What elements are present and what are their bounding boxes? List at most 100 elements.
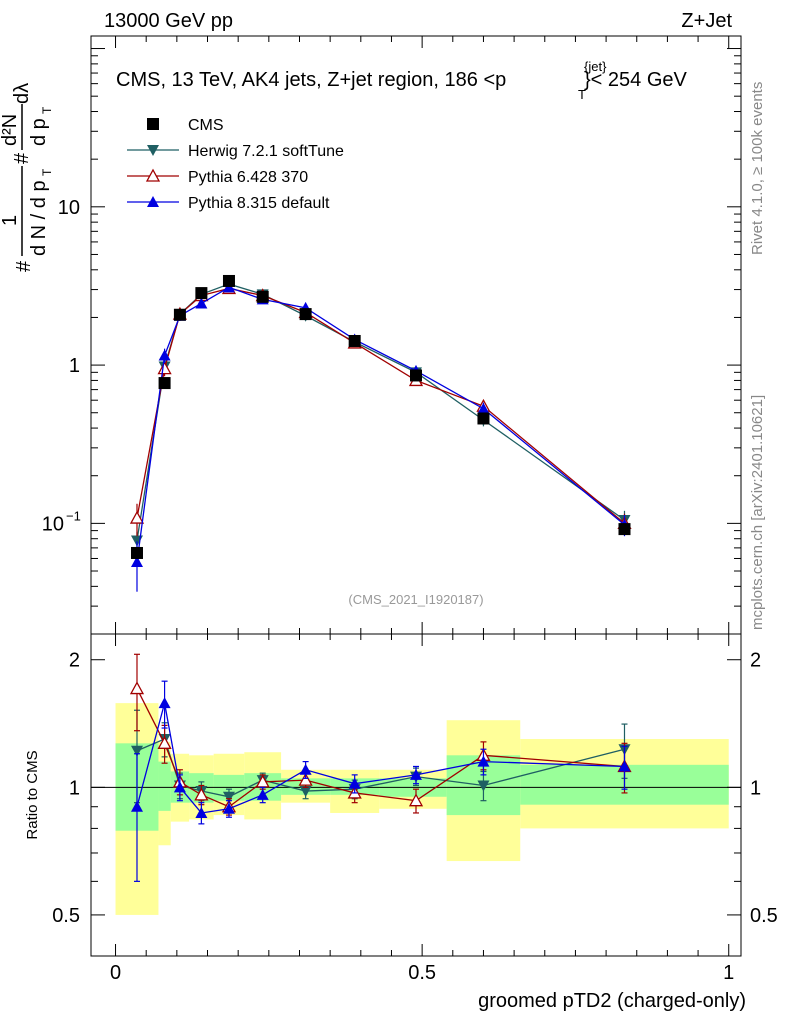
ratio-point	[158, 697, 171, 709]
legend-label-0: CMS	[188, 117, 224, 134]
ratio-point	[195, 806, 208, 818]
legend-label-1: Herwig 7.2.1 softTune	[188, 143, 344, 160]
data-point	[195, 287, 208, 300]
chart-title-main: CMS, 13 TeV, AK4 jets, Z+jet region, 186…	[116, 69, 495, 91]
ratio-point	[256, 788, 269, 800]
ratio-plot-frame	[90, 633, 742, 957]
data-point	[477, 402, 490, 414]
main-series-group	[129, 274, 632, 592]
ratio-point	[173, 781, 186, 793]
ratio-point	[222, 802, 235, 814]
ratio-tick-label-left-1: 1	[69, 777, 80, 799]
data-point	[129, 510, 145, 524]
data-point	[158, 349, 171, 361]
data-point	[222, 274, 235, 287]
series-line-3	[136, 286, 625, 563]
ylabel-prefix: #	[13, 260, 35, 272]
ratio-point	[130, 800, 143, 812]
chart-title-pt: p	[495, 69, 506, 91]
ratio-point	[477, 780, 490, 792]
data-point	[130, 556, 143, 568]
legend-entry-3: Pythia 8.315 default	[127, 195, 330, 212]
legend-entry-1: Herwig 7.2.1 softTune	[127, 143, 344, 160]
series-line-2	[136, 287, 625, 524]
band-green-1	[158, 761, 171, 811]
ratio-point	[410, 768, 422, 780]
y-tick-label-2: 10	[58, 197, 80, 219]
data-point	[158, 377, 171, 390]
chart-title-sub: T	[578, 87, 586, 102]
ratio-tick-label-right-0: 0.5	[750, 905, 778, 927]
x-tick-label-1: 0.5	[408, 962, 436, 984]
ratio-tick-label-left-2: 2	[69, 650, 80, 672]
uncertainty-bands	[115, 703, 729, 915]
x-tick-label-0: 0	[110, 962, 121, 984]
data-point	[299, 308, 312, 321]
chart-title-sup: {jet}	[584, 59, 607, 74]
series-line-1	[136, 283, 625, 541]
ylabel-frac1-num: 1	[0, 215, 21, 226]
legend-marker	[147, 118, 159, 130]
ratio-point	[408, 793, 424, 807]
legend: CMS Herwig 7.2.1 softTune Pythia 6.428 370…	[127, 117, 344, 212]
ylabel-hash: #	[11, 152, 33, 164]
y-tick-label-0: 10	[42, 513, 64, 535]
mcplots-label: mcplots.cern.ch [arXiv:2401.10621]	[749, 395, 766, 630]
data-point	[173, 308, 186, 321]
ylabel-frac1-T: T	[40, 168, 54, 176]
data-point	[256, 290, 269, 303]
y-tick-label-1: 1	[69, 355, 80, 377]
ratio-point	[299, 763, 312, 775]
legend-entry-0: CMS	[147, 117, 224, 134]
ratio-point	[129, 681, 145, 695]
ratio-point	[130, 745, 143, 757]
data-point	[410, 369, 422, 382]
ratio-point	[157, 735, 172, 749]
ratio-tick-label-right-2: 2	[750, 650, 761, 672]
series-2	[129, 281, 632, 537]
ylabel-frac2-T: T	[40, 106, 54, 114]
legend-label-3: Pythia 8.315 default	[188, 195, 330, 212]
ylabel-frac2-num: d²N	[0, 114, 21, 146]
ylabel-frac2-den: d p	[28, 118, 50, 146]
x-axis-label: groomed pTD2 (charged-only)	[478, 990, 746, 1012]
x-tick-label-2: 1	[723, 962, 734, 984]
ratio-tick-label-right-1: 1	[750, 777, 761, 799]
series-1	[130, 279, 631, 550]
y-axis-label-ratio: Ratio to CMS	[24, 750, 41, 839]
data-point	[348, 334, 361, 347]
legend-entry-2: Pythia 6.428 370	[127, 168, 308, 186]
data-point	[477, 412, 490, 425]
ylabel-dlambda: dλ	[11, 83, 33, 104]
legend-marker	[147, 196, 159, 207]
chart-title-tail: }< 254 GeV	[584, 69, 688, 91]
ratio-tick-label-left-0: 0.5	[52, 905, 80, 927]
rivet-version-label: Rivet 4.1.0, ≥ 100k events	[749, 82, 766, 255]
ratio-point	[222, 791, 235, 803]
series-0	[130, 274, 631, 559]
data-point	[130, 546, 143, 559]
legend-marker	[145, 168, 161, 182]
energy-label: 13000 GeV pp	[104, 10, 233, 32]
ratio-series-3	[130, 680, 631, 882]
ratio-point	[194, 787, 209, 801]
ratio-point	[618, 760, 631, 772]
data-point	[157, 361, 172, 375]
ratio-point	[348, 777, 361, 789]
ylabel-frac1-den: d N / d p	[28, 180, 50, 256]
series-3	[130, 281, 631, 592]
legend-marker	[147, 145, 159, 156]
legend-label-2: Pythia 6.428 370	[188, 169, 308, 186]
data-point	[618, 523, 631, 536]
y-axis-label-main: # 1 d N / d p T # d²N d p T dλ	[0, 83, 54, 272]
chart-title: CMS, 13 TeV, AK4 jets, Z+jet region, 186…	[116, 69, 506, 91]
process-label: Z+Jet	[681, 10, 732, 32]
ratio-point	[299, 786, 312, 798]
data-point	[195, 297, 208, 309]
ratio-point	[477, 755, 490, 767]
y-tick-exp-0: −1	[66, 508, 81, 523]
ratio-point	[298, 772, 313, 786]
ratio-series-group	[129, 653, 632, 882]
analysis-reference: (CMS_2021_I1920187)	[348, 592, 483, 607]
